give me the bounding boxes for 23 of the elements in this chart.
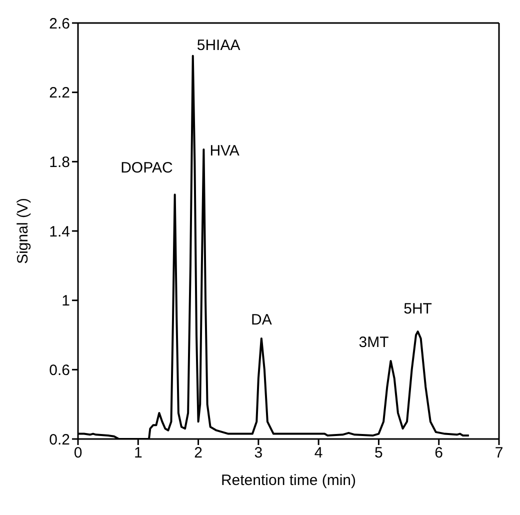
- x-tick-label: 1: [134, 444, 142, 462]
- x-tick-label: 6: [434, 444, 444, 462]
- annotation: DOPAC: [120, 160, 173, 177]
- y-axis-title: Signal (V): [14, 198, 32, 264]
- annotation: DA: [251, 311, 272, 328]
- x-tick-label: 7: [494, 444, 504, 462]
- y-tick-label: 1: [62, 292, 70, 310]
- y-tick-label: 2.2: [49, 84, 70, 102]
- y-tick-label: 1.4: [49, 223, 70, 240]
- x-tick-label: 5: [374, 444, 383, 462]
- y-tick-label: 0.2: [49, 431, 70, 448]
- x-tick-label: 2: [194, 444, 202, 462]
- x-tick-label: 0: [74, 444, 82, 462]
- y-tick-label: 1.8: [49, 154, 70, 171]
- y-tick-label: 0.6: [49, 362, 70, 379]
- x-axis-title: Retention time (min): [220, 472, 356, 489]
- annotation: 3MT: [358, 334, 389, 351]
- annotation: HVA: [210, 142, 240, 160]
- y-tick-label: 2.6: [49, 15, 70, 32]
- x-tick-label: 4: [314, 444, 323, 462]
- annotation: 5HT: [404, 300, 432, 318]
- x-tick-label: 3: [254, 444, 263, 462]
- annotation: 5HIAA: [196, 36, 240, 54]
